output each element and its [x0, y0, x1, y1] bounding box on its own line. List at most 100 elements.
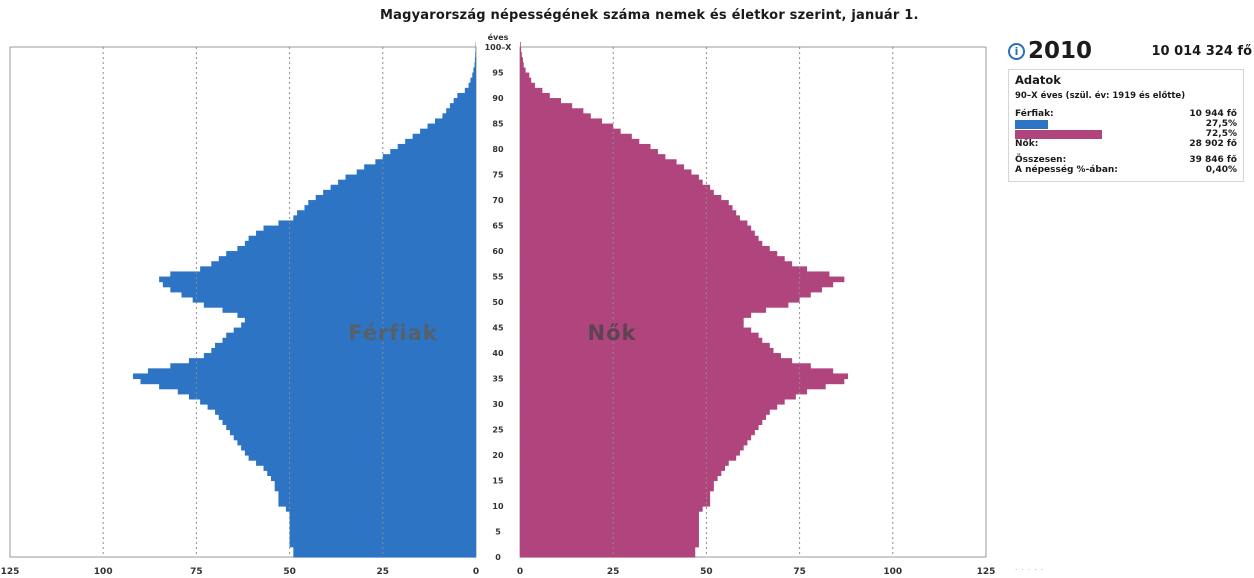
male-bar-age-66: [293, 215, 476, 221]
x-tick-right-25: 25: [607, 567, 620, 577]
male-bar-age-11: [278, 495, 476, 502]
female-bar-age-50: [520, 296, 800, 303]
female-bar-age-30: [520, 398, 785, 405]
male-bar-age-60: [237, 245, 476, 252]
female-bar-age-40: [520, 347, 774, 354]
male-bar-age-33: [159, 383, 476, 390]
female-bar-age-2: [520, 541, 699, 548]
y-tick-15: 15: [492, 477, 504, 486]
male-bar-age-16: [267, 470, 476, 476]
x-tick-left-125: 125: [1, 567, 20, 577]
female-bar-age-90: [520, 92, 550, 99]
male-bar-age-19: [248, 455, 476, 461]
male-bar-age-58: [218, 256, 476, 262]
total-population: 10 014 324 fő: [1151, 43, 1252, 59]
female-bar-age-26: [520, 419, 763, 425]
male-bar-age-28: [215, 409, 477, 415]
female-bar-age-17: [520, 465, 726, 471]
female-bar-age-16: [520, 470, 722, 476]
female-bar-age-98: [520, 52, 522, 58]
male-bar-age-73: [338, 179, 476, 186]
male-bar-age-79: [390, 149, 476, 155]
age-range-label: 90–X éves (szül. év: 1919 és előtte): [1015, 91, 1186, 101]
male-bar-age-5: [289, 526, 476, 533]
male-bar-age-97: [474, 57, 476, 63]
female-bar-age-15: [520, 475, 718, 482]
x-tick-left-50: 50: [283, 567, 296, 577]
male-bar-age-23: [233, 434, 476, 441]
female-bar-age-54: [520, 276, 845, 283]
y-tick-5: 5: [495, 528, 501, 537]
female-bar-age-22: [520, 439, 748, 446]
female-bar-age-97: [520, 57, 523, 63]
y-tick-55: 55: [492, 273, 504, 282]
female-bar-age-65: [520, 220, 748, 227]
male-bar-age-32: [177, 388, 476, 395]
female-bar-age-43: [520, 332, 759, 339]
male-bar-age-71: [323, 189, 476, 196]
x-tick-right-125: 125: [977, 567, 996, 577]
female-bar-age-25: [520, 424, 759, 431]
male-bar-age-74: [345, 174, 476, 181]
male-bar-age-24: [229, 429, 476, 436]
male-bar-age-15: [270, 475, 476, 482]
female-bar-age-85: [520, 118, 603, 125]
male-bar-age-34: [140, 378, 477, 385]
info-circle-icon[interactable]: i: [1008, 42, 1025, 60]
female-bar-age-69: [520, 200, 729, 206]
female-bar-age-34: [520, 378, 845, 385]
y-tick-20: 20: [492, 451, 504, 460]
female-bar-age-88: [520, 103, 573, 109]
male-bar-age-46: [244, 317, 476, 323]
share-value: 0,40%: [1205, 165, 1237, 175]
y-tick-60: 60: [492, 247, 504, 256]
data-box-title: Adatok: [1015, 73, 1061, 87]
female-bar-age-53: [520, 281, 834, 288]
female-bar-age-36: [520, 368, 834, 374]
female-bar-age-95: [520, 67, 526, 74]
female-bar-age-93: [520, 77, 532, 84]
male-bar-age-40: [211, 347, 476, 354]
female-bar-age-13: [520, 485, 714, 492]
male-bar-age-86: [442, 113, 476, 119]
male-bar-age-41: [215, 342, 477, 349]
male-bar-age-64: [263, 225, 476, 232]
male-bar-age-12: [278, 490, 476, 497]
y-tick-45: 45: [492, 324, 504, 333]
male-bar-age-57: [211, 261, 476, 267]
female-bar-age-12: [520, 490, 711, 497]
male-bar-age-93: [470, 77, 476, 84]
x-tick-left-100: 100: [94, 567, 113, 577]
y-tick-90: 90: [492, 94, 504, 103]
male-bar-age-35: [133, 373, 477, 380]
female-bar-age-60: [520, 245, 770, 252]
male-bar-age-83: [420, 128, 476, 135]
female-bar-age-91: [520, 87, 543, 94]
year-label[interactable]: 2010: [1028, 38, 1093, 64]
male-bar-age-54: [159, 276, 476, 283]
male-bar-age-25: [226, 424, 476, 431]
male-bar-age-42: [222, 337, 476, 344]
female-bar-age-48: [520, 307, 767, 313]
male-pct-row: 27,5%: [1015, 119, 1237, 129]
female-bar-age-38: [520, 358, 793, 364]
male-bar-age-1: [293, 546, 476, 553]
y-tick-0: 0: [495, 553, 501, 562]
y-tick-65: 65: [492, 222, 504, 231]
female-bar-age-94: [520, 72, 530, 79]
female-bar-age-63: [520, 230, 755, 237]
female-bar-age-86: [520, 113, 591, 119]
x-tick-right-0: 0: [517, 567, 523, 577]
male-bar-age-63: [256, 230, 476, 237]
footer-mark: · · · · ·: [1015, 566, 1045, 574]
info-panel: i 2010 10 014 324 fő Adatok 90–X éves (s…: [1008, 38, 1254, 182]
male-bar-age-61: [244, 240, 476, 247]
female-label: Nők:: [1015, 139, 1039, 149]
female-bar-age-61: [520, 240, 763, 247]
x-tick-left-25: 25: [377, 567, 390, 577]
male-bar-age-91: [464, 87, 476, 94]
sum-row: Összesen: 39 846 fő: [1015, 155, 1237, 165]
female-bar-age-92: [520, 82, 535, 89]
male-bar-age-92: [468, 82, 476, 89]
male-bar-age-2: [289, 541, 476, 548]
